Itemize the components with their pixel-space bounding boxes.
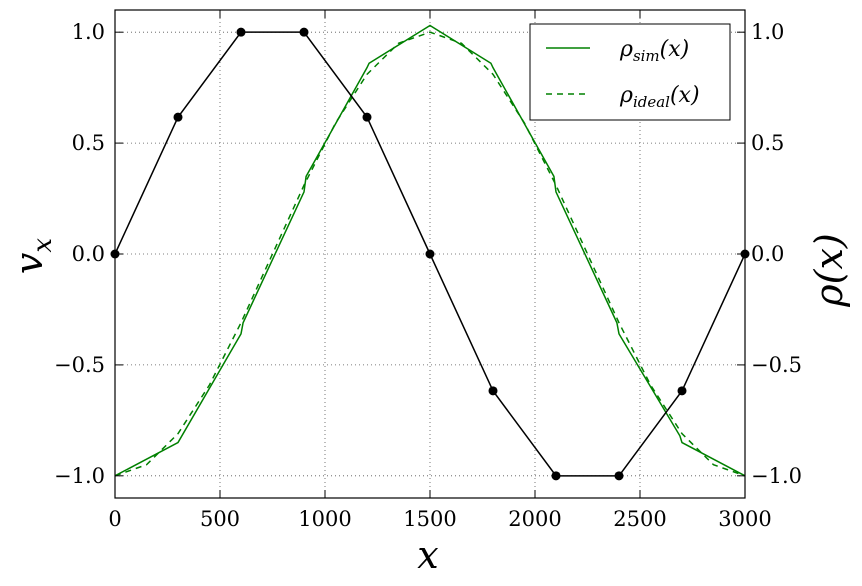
x-axis-label: x bbox=[417, 533, 438, 577]
x-tick-label: 1000 bbox=[298, 507, 351, 531]
y-tick-label-right: −0.5 bbox=[751, 353, 802, 377]
y-tick-label-left: −0.5 bbox=[54, 353, 105, 377]
series-layer bbox=[110, 24, 750, 481]
data-point-vx bbox=[362, 112, 372, 122]
y-tick-label-left: 1.0 bbox=[72, 20, 105, 44]
y-tick-labels-left: −1.0 −0.5 0.0 0.5 1.0 bbox=[54, 20, 105, 488]
x-tick-label: 3000 bbox=[718, 507, 771, 531]
y-tick-label-left: 0.0 bbox=[72, 242, 105, 266]
tick-marks bbox=[114, 10, 746, 498]
y-tick-labels-right: −1.0 −0.5 0.0 0.5 1.0 bbox=[751, 20, 802, 488]
data-point-vx bbox=[173, 112, 183, 122]
data-point-vx bbox=[425, 249, 435, 259]
data-point-vx bbox=[614, 471, 624, 481]
legend-label-rho-ideal: ρideal(x) bbox=[619, 83, 700, 111]
data-point-vx bbox=[677, 386, 687, 396]
y-tick-label-left: 0.5 bbox=[72, 131, 105, 155]
x-tick-label: 0 bbox=[108, 507, 121, 531]
x-tick-label: 2000 bbox=[508, 507, 561, 531]
y-tick-label-right: 0.5 bbox=[751, 131, 784, 155]
x-tick-label: 500 bbox=[200, 507, 240, 531]
legend-label-rho-sim: ρsim(x) bbox=[619, 37, 689, 65]
y-tick-label-right: 0.0 bbox=[751, 242, 784, 266]
x-tick-label: 1500 bbox=[403, 507, 456, 531]
x-tick-label: 2500 bbox=[613, 507, 666, 531]
y-tick-label-right: −1.0 bbox=[751, 464, 802, 488]
y-axis-label-right: ρ(x) bbox=[807, 233, 851, 307]
y-tick-label-left: −1.0 bbox=[54, 464, 105, 488]
y-tick-label-right: 1.0 bbox=[751, 20, 784, 44]
y-axis-label-left: vx bbox=[7, 238, 58, 274]
x-tick-labels: 0 500 1000 1500 2000 2500 3000 bbox=[108, 507, 771, 531]
series-line-rho_sim bbox=[114, 24, 746, 477]
data-point-vx bbox=[488, 386, 498, 396]
legend-box bbox=[529, 23, 731, 121]
data-point-vx bbox=[551, 471, 561, 481]
data-point-vx bbox=[299, 27, 309, 37]
legend: ρsim(x) ρideal(x) bbox=[529, 23, 731, 121]
data-point-vx bbox=[236, 27, 246, 37]
series-line-rho_ideal bbox=[114, 31, 746, 477]
